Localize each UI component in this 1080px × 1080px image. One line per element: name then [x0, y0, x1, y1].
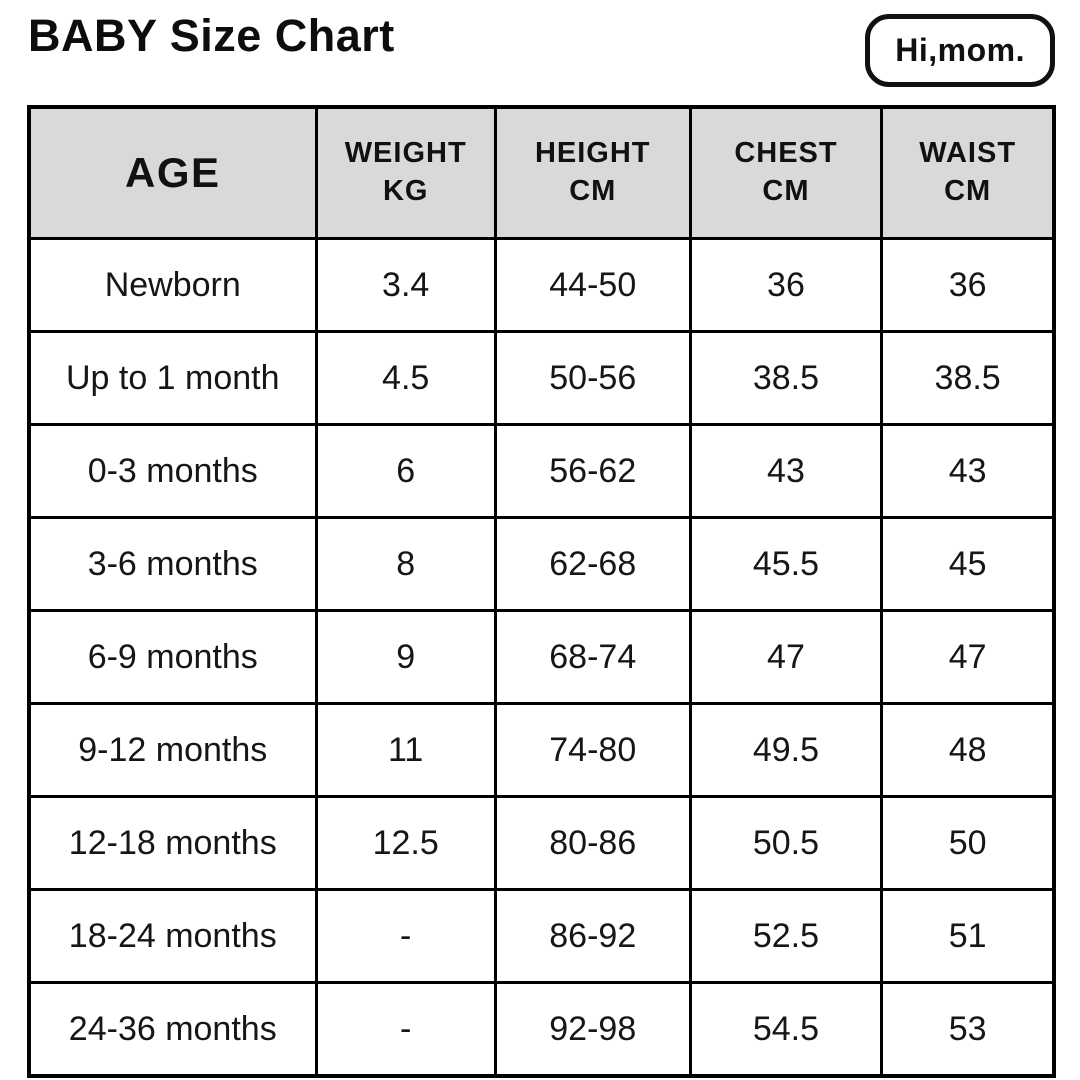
header-label: WAIST [919, 137, 1017, 170]
header-label: CHEST [734, 137, 838, 170]
cell-chest: 52.5 [688, 888, 884, 984]
cell-chest: 54.5 [688, 981, 884, 1078]
table-header: AGE WEIGHT KG HEIGHT CM CHEST CM WAIST CM [27, 105, 1056, 240]
cell-height: 74-80 [493, 702, 692, 798]
cell-weight: 6 [314, 423, 497, 519]
header-unit: CM [944, 175, 992, 207]
table-row: 24-36 months - 92-98 54.5 53 [27, 981, 1056, 1078]
cell-chest: 36 [688, 237, 884, 333]
cell-height: 50-56 [493, 330, 692, 426]
table-row: Newborn 3.4 44-50 36 36 [27, 237, 1056, 333]
cell-age: Up to 1 month [27, 330, 318, 426]
header-label: AGE [124, 148, 221, 196]
table-row: 0-3 months 6 56-62 43 43 [27, 423, 1056, 519]
cell-chest: 49.5 [688, 702, 884, 798]
cell-height: 80-86 [493, 795, 692, 891]
cell-chest: 47 [688, 609, 884, 705]
cell-height: 86-92 [493, 888, 692, 984]
cell-chest: 43 [688, 423, 884, 519]
header-cell-age: AGE [27, 105, 318, 240]
cell-age: 18-24 months [27, 888, 318, 984]
cell-waist: 48 [880, 702, 1056, 798]
cell-height: 68-74 [493, 609, 692, 705]
header-row: AGE WEIGHT KG HEIGHT CM CHEST CM WAIST CM [27, 105, 1056, 240]
cell-weight: 11 [314, 702, 497, 798]
cell-age: 12-18 months [27, 795, 318, 891]
cell-weight: 12.5 [314, 795, 497, 891]
header-cell-height: HEIGHT CM [493, 105, 692, 240]
cell-age: 24-36 months [27, 981, 318, 1078]
table-row: 12-18 months 12.5 80-86 50.5 50 [27, 795, 1056, 891]
page-title: BABY Size Chart [28, 10, 395, 61]
header-label: HEIGHT [534, 137, 651, 170]
brand-logo-text: Hi,mom. [895, 32, 1025, 68]
cell-waist: 51 [880, 888, 1056, 984]
table-row: 18-24 months - 86-92 52.5 51 [27, 888, 1056, 984]
header-cell-waist: WAIST CM [880, 105, 1056, 240]
table-row: 6-9 months 9 68-74 47 47 [27, 609, 1056, 705]
cell-age: 9-12 months [27, 702, 318, 798]
cell-age: 6-9 months [27, 609, 318, 705]
cell-weight: - [314, 888, 497, 984]
cell-height: 56-62 [493, 423, 692, 519]
cell-weight: 3.4 [314, 237, 497, 333]
cell-height: 44-50 [493, 237, 692, 333]
header-cell-chest: CHEST CM [688, 105, 884, 240]
header-unit: CM [762, 175, 810, 207]
cell-height: 62-68 [493, 516, 692, 612]
cell-weight: 9 [314, 609, 497, 705]
header-unit: KG [382, 175, 429, 207]
header-cell-weight: WEIGHT KG [314, 105, 497, 240]
cell-waist: 47 [880, 609, 1056, 705]
table-row: 9-12 months 11 74-80 49.5 48 [27, 702, 1056, 798]
cell-weight: 8 [314, 516, 497, 612]
header-label: WEIGHT [344, 137, 467, 170]
cell-waist: 50 [880, 795, 1056, 891]
cell-age: 0-3 months [27, 423, 318, 519]
cell-waist: 38.5 [880, 330, 1056, 426]
cell-height: 92-98 [493, 981, 692, 1078]
cell-age: Newborn [27, 237, 318, 333]
table-body: Newborn 3.4 44-50 36 36 Up to 1 month 4.… [27, 237, 1056, 1078]
cell-waist: 43 [880, 423, 1056, 519]
table-row: 3-6 months 8 62-68 45.5 45 [27, 516, 1056, 612]
cell-weight: - [314, 981, 497, 1078]
table-row: Up to 1 month 4.5 50-56 38.5 38.5 [27, 330, 1056, 426]
cell-weight: 4.5 [314, 330, 497, 426]
cell-waist: 36 [880, 237, 1056, 333]
baby-size-table: AGE WEIGHT KG HEIGHT CM CHEST CM WAIST CM Ne… [27, 105, 1056, 1078]
brand-logo-badge: Hi,mom. [865, 14, 1055, 87]
cell-waist: 45 [880, 516, 1056, 612]
cell-chest: 38.5 [688, 330, 884, 426]
cell-chest: 50.5 [688, 795, 884, 891]
cell-waist: 53 [880, 981, 1056, 1078]
cell-age: 3-6 months [27, 516, 318, 612]
cell-chest: 45.5 [688, 516, 884, 612]
header-unit: CM [569, 175, 617, 207]
